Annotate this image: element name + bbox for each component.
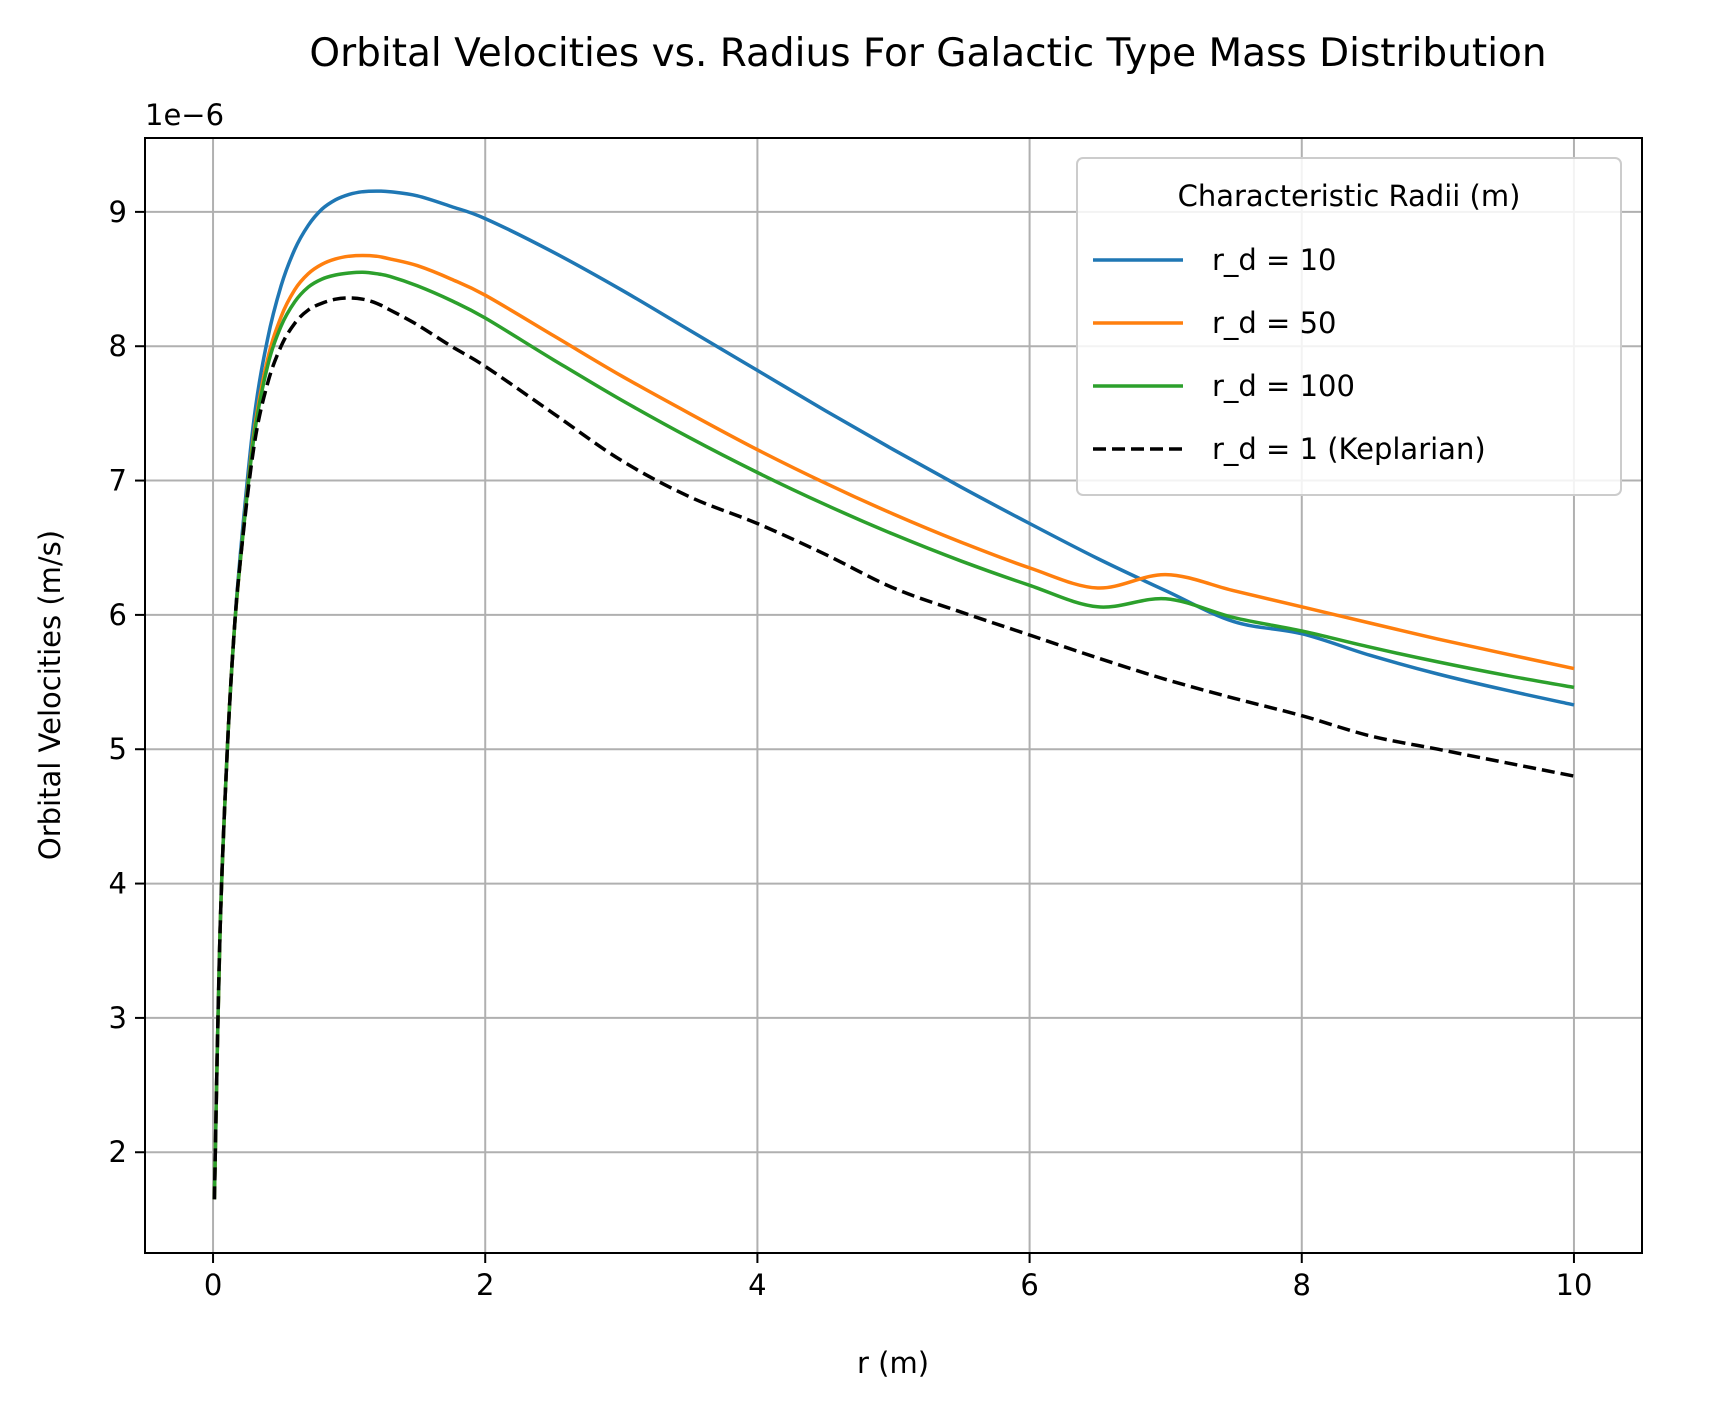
- legend-label: r_d = 10: [1212, 243, 1336, 277]
- legend: Characteristic Radii (m) r_d = 10 r_d = 5…: [1076, 157, 1622, 496]
- x-tick-label: 0: [204, 1268, 222, 1302]
- chart-title: Orbital Velocities vs. Radius For Galact…: [309, 31, 1546, 76]
- legend-label: r_d = 50: [1212, 306, 1336, 340]
- y-tick-label: 2: [109, 1135, 127, 1169]
- y-tick-label: 5: [109, 732, 127, 766]
- plot-frame: [144, 137, 1643, 1254]
- x-axis-label: r (m): [857, 1346, 929, 1380]
- x-tick-label: 6: [1020, 1268, 1038, 1302]
- y-axis-label: Orbital Velocities (m/s): [33, 530, 67, 860]
- legend-label: r_d = 1 (Keplarian): [1212, 432, 1486, 466]
- y-tick-label: 7: [109, 464, 127, 498]
- y-tick-label: 9: [109, 195, 127, 229]
- x-tick-label: 2: [476, 1268, 494, 1302]
- y-axis-offset-label: 1e−6: [145, 98, 224, 132]
- x-tick-label: 10: [1556, 1268, 1593, 1302]
- series-line-r-d-1-keplarian: [212, 296, 1575, 1200]
- x-axis-ticks: 0 2 4 6 8 10: [204, 1253, 1593, 1302]
- series-layer: [212, 189, 1575, 1200]
- y-tick-label: 3: [109, 1001, 127, 1035]
- legend-title: Characteristic Radii (m): [1178, 179, 1521, 213]
- y-tick-label: 6: [109, 598, 127, 632]
- x-tick-label: 8: [1293, 1268, 1311, 1302]
- legend-label: r_d = 100: [1212, 369, 1355, 403]
- legend-entries: r_d = 10 r_d = 50 r_d = 100 r_d = 1 (Keplar…: [1093, 243, 1486, 466]
- series-line-r-d-100: [212, 270, 1575, 1200]
- y-tick-label: 4: [109, 867, 127, 901]
- grid-lines: [145, 138, 1642, 1253]
- y-axis-ticks: 2 3 4 5 6 7 8 9: [109, 195, 145, 1169]
- y-tick-label: 8: [109, 329, 127, 363]
- legend-frame: [1076, 157, 1622, 496]
- x-tick-label: 4: [748, 1268, 766, 1302]
